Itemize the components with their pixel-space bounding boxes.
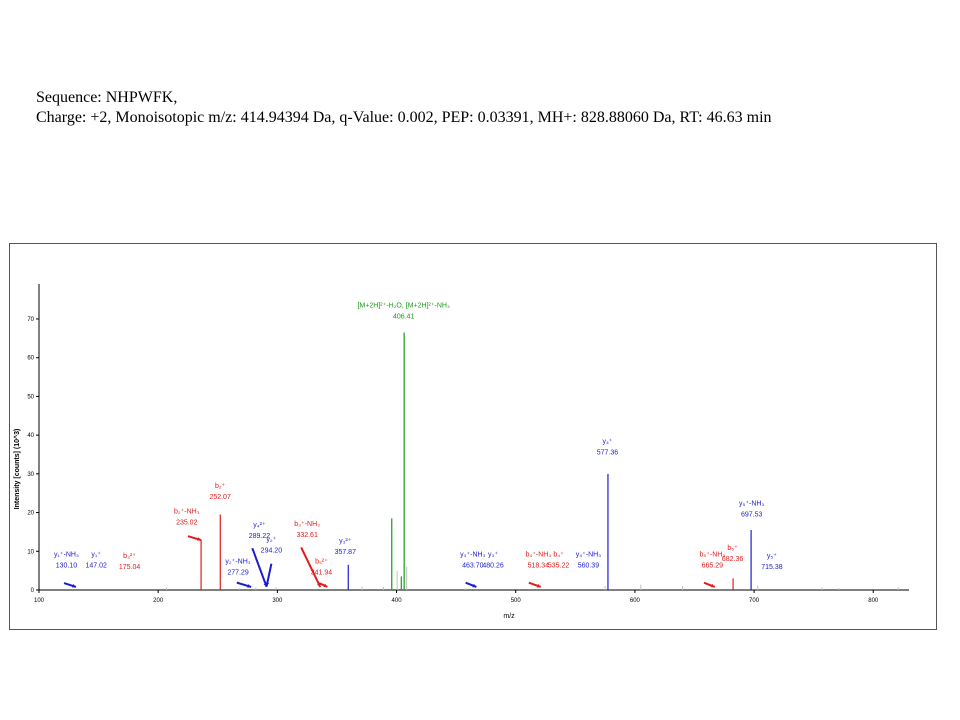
y-tick-label: 50: [27, 394, 34, 400]
peak-ion-label: y₂⁺: [266, 537, 276, 544]
peak-mz-label: 235.02: [176, 519, 198, 526]
spectrum-chart-frame: Intensity [counts] (10^3) m/z 100 200 300 4…: [9, 243, 937, 630]
peak-ion-label: b₅²⁺: [315, 558, 328, 565]
y-tick-label: 30: [27, 472, 34, 478]
peak-mz-label: 252.07: [209, 494, 231, 501]
peak-ion-label: b₂⁺: [215, 483, 226, 490]
peak-mz-label: 560.39: [578, 563, 600, 570]
peak-ion-label: y₃⁺: [488, 552, 498, 559]
peak-mz-label: 130.10: [56, 563, 78, 570]
x-tick-label: 400: [392, 598, 403, 604]
y-tick-label: 20: [27, 511, 34, 517]
x-tick-label: 300: [272, 598, 283, 604]
y-tick-label: 10: [27, 549, 34, 555]
peak-ion-label: b₃²⁺: [123, 553, 136, 560]
spectrum-details-line: Charge: +2, Monoisotopic m/z: 414.94394 …: [36, 109, 772, 126]
peak-mz-label: 697.53: [741, 512, 763, 519]
peak-mz-label: 341.94: [311, 569, 333, 576]
x-tick-label: 500: [511, 598, 522, 604]
peak-ion-label: y₅⁺: [767, 553, 777, 560]
peak-ion-label: y₁⁺-NH₃: [54, 552, 79, 559]
peak-mz-label: 577.36: [597, 450, 619, 457]
peak-ion-label: b₅⁺: [727, 545, 738, 552]
peak-pointer-arrowhead: [710, 583, 715, 588]
peak-mz-label: 715.38: [761, 564, 783, 571]
peak-pointer-arrowhead: [472, 583, 477, 588]
peak-ion-label: b₄⁺-NH₃: [525, 552, 551, 559]
peak-ion-label: b₅⁺-NH₃: [700, 552, 726, 559]
peak-pointer-arrow: [265, 563, 273, 587]
peak-mz-label: 535.22: [548, 563, 570, 570]
peak-mz-label: 289.22: [249, 533, 271, 540]
x-tick-label: 800: [868, 598, 879, 604]
y-tick-label: 70: [27, 317, 34, 323]
peak-ion-label: y₄²⁺: [253, 522, 266, 529]
peak-pointer-arrow: [251, 547, 268, 588]
peak-mz-label: 357.87: [335, 549, 357, 556]
peak-mz-label: 406.41: [393, 313, 415, 320]
peak-pointer-arrowhead: [197, 537, 202, 541]
peak-ion-label: y₁⁺: [91, 552, 101, 559]
peak-pointer-arrowhead: [72, 583, 76, 588]
peak-mz-label: 682.36: [722, 556, 744, 563]
spectrum-caption: Sequence: NHPWFK, Charge: +2, Monoisotop…: [36, 88, 772, 128]
peak-mz-label: 480.26: [482, 563, 504, 570]
peak-mz-label: 294.20: [261, 548, 283, 555]
y-tick-label: 0: [31, 588, 35, 594]
peak-ion-label: y₄⁺: [602, 439, 612, 446]
peak-mz-label: 518.34: [528, 563, 550, 570]
peak-ion-label: y₅⁺-NH₃: [739, 501, 764, 508]
peak-ion-label: y₂⁺-NH₃: [225, 558, 250, 565]
peak-ion-label: y₃²⁺: [339, 538, 352, 545]
x-tick-label: 600: [630, 598, 641, 604]
chart-axes: Intensity [counts] (10^3) m/z: [13, 284, 909, 620]
chart-peaks: [166, 332, 899, 590]
spectrum-chart: Intensity [counts] (10^3) m/z 100 200 300 4…: [13, 284, 909, 620]
peak-ion-label: b₄⁺: [553, 552, 564, 559]
chart-peak-labels: y₁⁺-NH₃ 130.10 y₁⁺ 147.02 b₃²⁺ 175.04 b₂⁺-NH₃ 2…: [54, 302, 783, 588]
peak-ion-label: [M+2H]²⁺-H₂O, [M+2H]²⁺-NH₃: [358, 302, 450, 309]
y-tick-label: 40: [27, 433, 34, 439]
x-axis-title: m/z: [503, 613, 515, 620]
peak-ion-label: b₂⁺-NH₃: [174, 508, 200, 515]
peak-mz-label: 147.02: [85, 563, 107, 570]
x-tick-label: 100: [34, 598, 45, 604]
peak-pointer-arrowhead: [323, 583, 328, 588]
peak-ion-label: y₃⁺-NH₃: [460, 552, 485, 559]
peak-mz-label: 175.04: [119, 564, 141, 571]
x-tick-label: 700: [749, 598, 760, 604]
peak-mz-label: 277.29: [227, 569, 249, 576]
peak-mz-label: 332.61: [296, 532, 318, 539]
chart-ticks: 100 200 300 400 500 600 700 800 0 10 20 30 40 50 60 70: [27, 317, 879, 604]
peak-ion-label: y₄⁺-NH₃: [576, 552, 601, 559]
peak-pointer-arrowhead: [536, 583, 541, 588]
peak-mz-label: 463.70: [462, 563, 484, 570]
x-tick-label: 200: [153, 598, 164, 604]
peak-pointer-arrowhead: [247, 584, 252, 588]
sequence-line: Sequence: NHPWFK,: [36, 89, 178, 106]
y-axis-title: Intensity [counts] (10^3): [13, 429, 21, 510]
peak-pointer-arrow: [300, 546, 322, 588]
y-tick-label: 60: [27, 356, 34, 362]
peak-mz-label: 665.29: [702, 563, 724, 570]
peak-ion-label: b₃⁺-NH₃: [294, 521, 320, 528]
peak-pointer-arrowhead: [265, 582, 270, 587]
